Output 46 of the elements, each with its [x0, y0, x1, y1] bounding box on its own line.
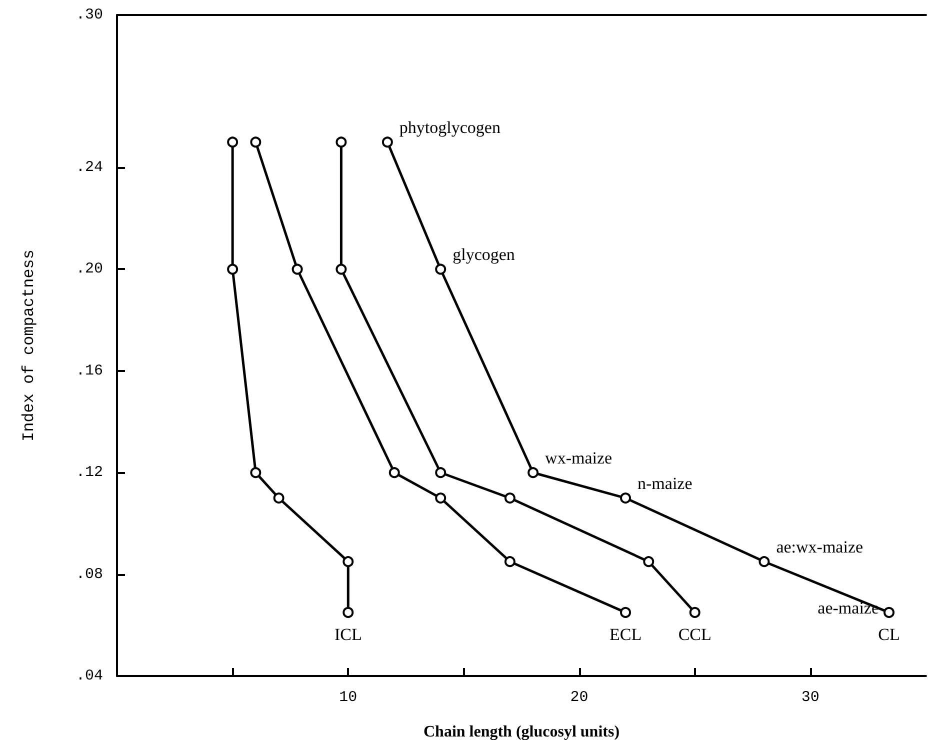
point	[382, 136, 393, 148]
y-tick-label: .24	[76, 159, 103, 176]
point	[342, 606, 354, 618]
annotation: n-maize	[638, 474, 692, 494]
point	[620, 606, 632, 618]
point	[689, 606, 700, 618]
point	[758, 556, 770, 568]
y-axis-title: Index of compactness	[20, 249, 38, 442]
point	[273, 492, 284, 504]
annotation: wx-maize	[545, 448, 612, 468]
x-axis-title: Chain length (glucosyl units)	[423, 724, 620, 740]
point	[435, 492, 446, 504]
point	[884, 606, 895, 618]
point	[504, 492, 516, 504]
point	[250, 467, 262, 478]
point	[342, 556, 354, 568]
x-tick-label: 20	[570, 689, 588, 706]
y-tick-label: .20	[76, 260, 103, 278]
point	[643, 556, 654, 568]
point	[388, 467, 400, 478]
point	[435, 467, 446, 478]
y-tick-label: .12	[76, 464, 103, 482]
series-label: ICL	[334, 624, 362, 644]
annotation: ae:wx-maize	[776, 538, 864, 557]
point	[528, 467, 539, 478]
annotation: ae-maize	[818, 598, 880, 618]
x-tick-label: 30	[801, 689, 820, 706]
series-label: CL	[878, 624, 900, 644]
point	[504, 556, 516, 568]
point	[227, 264, 238, 275]
y-tick-label: .08	[76, 566, 103, 583]
point	[336, 264, 347, 275]
point	[227, 136, 238, 148]
point	[250, 136, 262, 148]
point	[435, 264, 446, 275]
y-tick-label: .04	[76, 668, 103, 684]
point	[292, 264, 303, 275]
annotation: glycogen	[452, 245, 516, 264]
series-label: ECL	[609, 624, 642, 644]
point	[620, 492, 632, 504]
annotation: phytoglycogen	[399, 118, 501, 138]
series-label: CCL	[678, 624, 712, 644]
x-tick-label: 10	[339, 689, 358, 706]
point	[336, 136, 347, 148]
y-tick-label: .16	[76, 362, 103, 380]
y-tick-label: .30	[76, 6, 103, 24]
